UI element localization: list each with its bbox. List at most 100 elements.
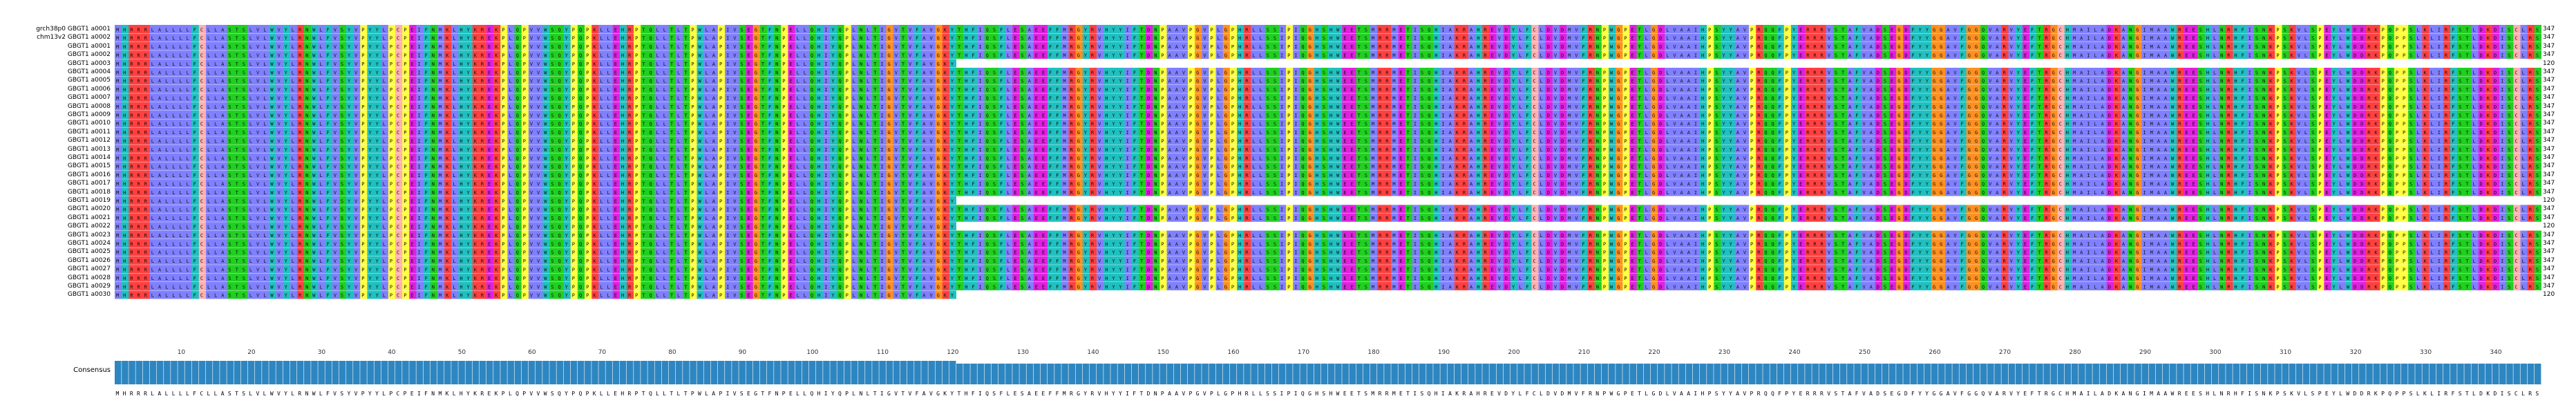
residue-cell bbox=[234, 59, 242, 68]
sequence-name[interactable]: GBGT1 a0019 bbox=[0, 196, 111, 205]
residue-cell bbox=[2177, 59, 2184, 68]
sequence-name[interactable]: GBGT1 a0021 bbox=[0, 214, 111, 222]
alignment-row[interactable] bbox=[115, 25, 2541, 33]
sequence-name[interactable]: GBGT1 a0014 bbox=[0, 153, 111, 162]
sequence-name[interactable]: GBGT1 a0003 bbox=[0, 59, 111, 68]
residue-cell bbox=[942, 25, 950, 33]
sequence-name[interactable]: GBGT1 a0023 bbox=[0, 231, 111, 239]
sequence-name[interactable]: grch38p0 GBGT1 a0001 bbox=[0, 25, 111, 33]
residue-cell bbox=[290, 41, 298, 50]
alignment-row[interactable] bbox=[115, 33, 2541, 42]
residue-cell bbox=[1384, 76, 1392, 85]
residue-cell bbox=[1658, 25, 1665, 33]
residue-cell bbox=[752, 41, 761, 50]
alignment-row[interactable] bbox=[115, 111, 2541, 119]
alignment-row[interactable] bbox=[115, 93, 2541, 102]
alignment-matrix[interactable]: MHRRRLALLLLFCLLASTSLVLWVYLRNWLFVSYVPYYLP… bbox=[115, 25, 2541, 343]
residue-cell bbox=[1678, 25, 1687, 33]
sequence-name[interactable]: GBGT1 a0020 bbox=[0, 205, 111, 213]
residue-cell bbox=[1650, 50, 1658, 59]
residue-cell bbox=[2366, 76, 2374, 85]
residue-cell bbox=[626, 50, 634, 59]
residue-cell bbox=[739, 76, 746, 85]
residue-cell bbox=[444, 50, 452, 59]
residue-cell bbox=[2197, 33, 2206, 42]
alignment-row[interactable] bbox=[115, 76, 2541, 85]
residue-cell bbox=[416, 76, 424, 85]
sequence-name[interactable]: GBGT1 a0022 bbox=[0, 222, 111, 230]
residue-cell bbox=[1959, 68, 1967, 76]
residue-cell bbox=[2029, 68, 2037, 76]
residue-cell bbox=[577, 59, 585, 68]
residue-cell bbox=[423, 68, 431, 76]
residue-cell bbox=[1616, 68, 1623, 76]
residue-cell bbox=[1307, 25, 1315, 33]
residue-cell bbox=[1994, 59, 2002, 68]
alignment-row[interactable] bbox=[115, 59, 2541, 68]
residue-cell bbox=[1650, 68, 1658, 76]
sequence-name[interactable]: GBGT1 a0030 bbox=[0, 290, 111, 299]
residue-cell bbox=[1047, 50, 1055, 59]
sequence-name[interactable]: GBGT1 a0001 bbox=[0, 42, 111, 50]
alignment-row[interactable] bbox=[115, 50, 2541, 59]
sequence-name[interactable]: GBGT1 a0027 bbox=[0, 265, 111, 273]
residue-cell bbox=[247, 25, 256, 33]
alignment-row[interactable] bbox=[115, 127, 2541, 136]
residue-cell bbox=[830, 41, 837, 50]
residue-cell bbox=[1349, 50, 1356, 59]
sequence-name[interactable]: GBGT1 a0004 bbox=[0, 68, 111, 76]
residue-cell bbox=[184, 76, 193, 85]
residue-cell bbox=[725, 50, 732, 59]
sequence-name[interactable]: GBGT1 a0017 bbox=[0, 179, 111, 187]
residue-cell bbox=[2408, 68, 2416, 76]
alignment-row[interactable] bbox=[115, 119, 2541, 128]
residue-cell bbox=[1314, 68, 1322, 76]
residue-cell bbox=[416, 25, 424, 33]
residue-cell bbox=[661, 59, 670, 68]
residue-cell bbox=[879, 25, 887, 33]
sequence-name[interactable]: GBGT1 a0006 bbox=[0, 85, 111, 93]
sequence-name[interactable]: GBGT1 a0025 bbox=[0, 247, 111, 256]
residue-cell bbox=[1629, 76, 1638, 85]
sequence-name[interactable]: GBGT1 a0018 bbox=[0, 188, 111, 196]
sequence-name[interactable]: GBGT1 a0010 bbox=[0, 119, 111, 127]
residue-cell bbox=[808, 59, 817, 68]
alignment-row[interactable] bbox=[115, 68, 2541, 76]
residue-cell bbox=[290, 33, 298, 42]
residue-cell bbox=[1552, 41, 1560, 50]
residue-cell bbox=[725, 68, 732, 76]
sequence-name[interactable]: GBGT1 a0009 bbox=[0, 111, 111, 119]
sequence-name[interactable]: GBGT1 a0015 bbox=[0, 162, 111, 170]
alignment-canvas[interactable]: MHRRRLALLLLFCLLASTSLVLWVYLRNWLFVSYVPYYLP… bbox=[115, 25, 2541, 299]
sequence-name[interactable]: GBGT1 a0024 bbox=[0, 239, 111, 247]
residue-cell bbox=[1847, 41, 1855, 50]
sequence-name[interactable]: GBGT1 a0029 bbox=[0, 282, 111, 290]
sequence-name[interactable]: GBGT1 a0028 bbox=[0, 274, 111, 282]
residue-cell bbox=[269, 50, 276, 59]
alignment-row[interactable] bbox=[115, 136, 2541, 145]
alignment-row[interactable] bbox=[115, 102, 2541, 111]
residue-cell bbox=[1117, 76, 1126, 85]
sequence-name[interactable]: GBGT1 a0012 bbox=[0, 136, 111, 144]
sequence-name[interactable]: GBGT1 a0002 bbox=[0, 50, 111, 59]
sequence-name[interactable]: GBGT1 a0013 bbox=[0, 145, 111, 153]
residue-cell bbox=[1195, 50, 1202, 59]
residue-cell bbox=[2170, 41, 2177, 50]
alignment-row[interactable] bbox=[115, 144, 2541, 153]
residue-cell bbox=[2380, 33, 2388, 42]
sequence-name[interactable]: GBGT1 a0016 bbox=[0, 171, 111, 179]
residue-cell bbox=[255, 33, 263, 42]
residue-cell bbox=[1426, 59, 1434, 68]
sequence-name[interactable]: GBGT1 a0011 bbox=[0, 128, 111, 136]
sequence-name[interactable]: chm13v2 GBGT1 a0002 bbox=[0, 33, 111, 41]
residue-cell bbox=[2373, 25, 2380, 33]
residue-cell bbox=[556, 33, 565, 42]
alignment-row[interactable] bbox=[115, 84, 2541, 93]
residue-cell bbox=[1566, 59, 1574, 68]
sequence-name[interactable]: GBGT1 a0008 bbox=[0, 102, 111, 111]
sequence-name[interactable]: GBGT1 a0007 bbox=[0, 93, 111, 102]
alignment-row[interactable] bbox=[115, 41, 2541, 50]
residue-cell bbox=[381, 68, 389, 76]
sequence-name[interactable]: GBGT1 a0005 bbox=[0, 76, 111, 84]
sequence-name[interactable]: GBGT1 a0026 bbox=[0, 256, 111, 265]
